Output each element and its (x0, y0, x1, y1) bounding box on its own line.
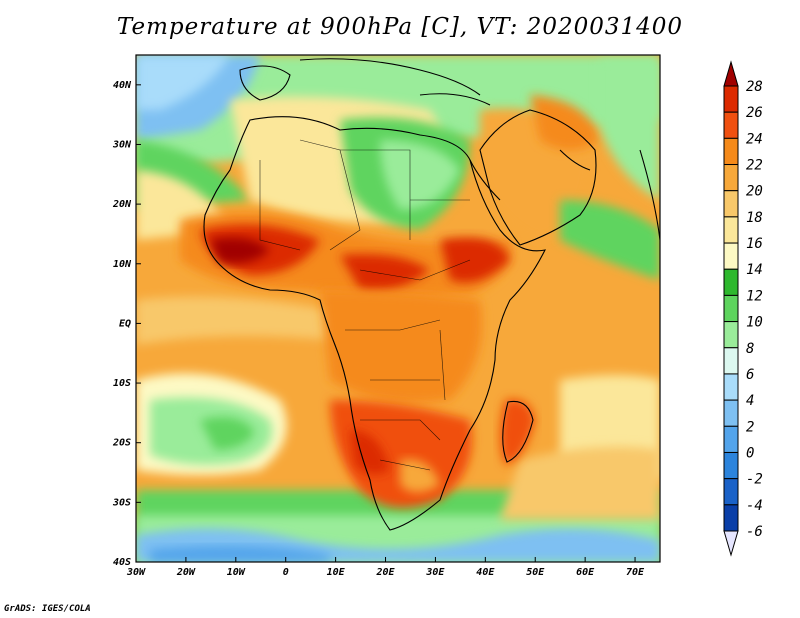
colorbar-swatch (723, 216, 739, 244)
colorbar-swatch (723, 347, 739, 375)
colorbar-swatch (723, 85, 739, 113)
colorbar-swatch (723, 321, 739, 349)
colorbar-label: 8 (746, 341, 754, 357)
longitude-axis: 30W 20W 10W 0 10E 20E 30E 40E 50E 60E 70E (126, 557, 645, 578)
colorbar-swatch (723, 137, 739, 166)
country-borders (259, 139, 471, 471)
lon-tick-label: 70E (626, 567, 645, 578)
lat-tick-label: 10S (113, 378, 131, 389)
lat-tick-label: 10N (113, 259, 132, 270)
colorbar-swatch (723, 268, 739, 296)
colorbar-swatch (723, 373, 739, 401)
lon-tick-label: 0 (283, 567, 289, 578)
map-title: Temperature at 900hPa [C], VT: 202003140… (116, 14, 684, 40)
lon-tick-label: 30E (425, 567, 445, 578)
colorbar-label: -2 (746, 472, 763, 488)
lat-tick-label: 30S (112, 497, 131, 508)
colorbar-bottom-arrow (723, 530, 739, 557)
colorbar-label: 14 (746, 262, 763, 278)
lon-tick-label: 60E (576, 567, 595, 578)
lat-tick-label: EQ (119, 318, 131, 329)
colorbar-label: 6 (746, 367, 754, 383)
colorbar-label: 24 (746, 131, 763, 147)
colorbar-label: 22 (746, 158, 763, 174)
colorbar-label: 12 (746, 288, 763, 304)
lat-tick-label: 30N (112, 139, 132, 150)
colorbar-swatch (723, 242, 739, 270)
lon-tick-label: 40E (476, 567, 495, 578)
colorbar-label: 16 (746, 236, 763, 252)
lon-tick-label: 20E (375, 567, 395, 578)
lon-tick-label: 50E (526, 567, 545, 578)
colorbar-label: 20 (746, 184, 763, 200)
colorbar-label: 10 (746, 315, 763, 331)
temperature-field (136, 55, 660, 562)
lat-tick-label: 40N (113, 80, 132, 91)
map-frame-border (135, 54, 661, 563)
colorbar-swatch (723, 504, 739, 532)
colorbar-swatch (723, 425, 739, 453)
colorbar-label: 26 (746, 105, 763, 121)
colorbar-swatch (723, 399, 739, 427)
lat-tick-label: 20S (112, 438, 131, 449)
colorbar-label: 18 (746, 210, 763, 226)
colorbar-swatch (723, 111, 739, 139)
colorbar-label: 2 (746, 419, 754, 435)
lon-tick-label: 30W (126, 567, 146, 578)
lon-tick-label: 10W (227, 567, 246, 578)
colorbar-label: -4 (746, 498, 763, 514)
lat-tick-label: 20N (112, 199, 132, 210)
lon-tick-label: 20W (176, 567, 196, 578)
colorbar-label: 28 (746, 79, 763, 95)
colorbar-swatch (723, 294, 739, 323)
colorbar-swatch (723, 478, 739, 506)
lat-tick-label: 40S (113, 557, 131, 568)
colorbar-swatch (723, 190, 739, 218)
colorbar-top-arrow (723, 60, 739, 87)
colorbar-swatch (723, 451, 739, 480)
colorbar-label: 4 (746, 393, 754, 409)
colorbar-swatch (723, 164, 739, 192)
latitude-axis: 40S 30S 20S 10S EQ 10N 20N 30N 40N (112, 80, 141, 568)
grads-credit: GrADS: IGES/COLA (4, 604, 91, 614)
colorbar-label: 0 (746, 445, 754, 461)
coastlines (203, 58, 660, 531)
colorbar-label: -6 (746, 524, 763, 540)
lon-tick-label: 10E (327, 567, 346, 578)
